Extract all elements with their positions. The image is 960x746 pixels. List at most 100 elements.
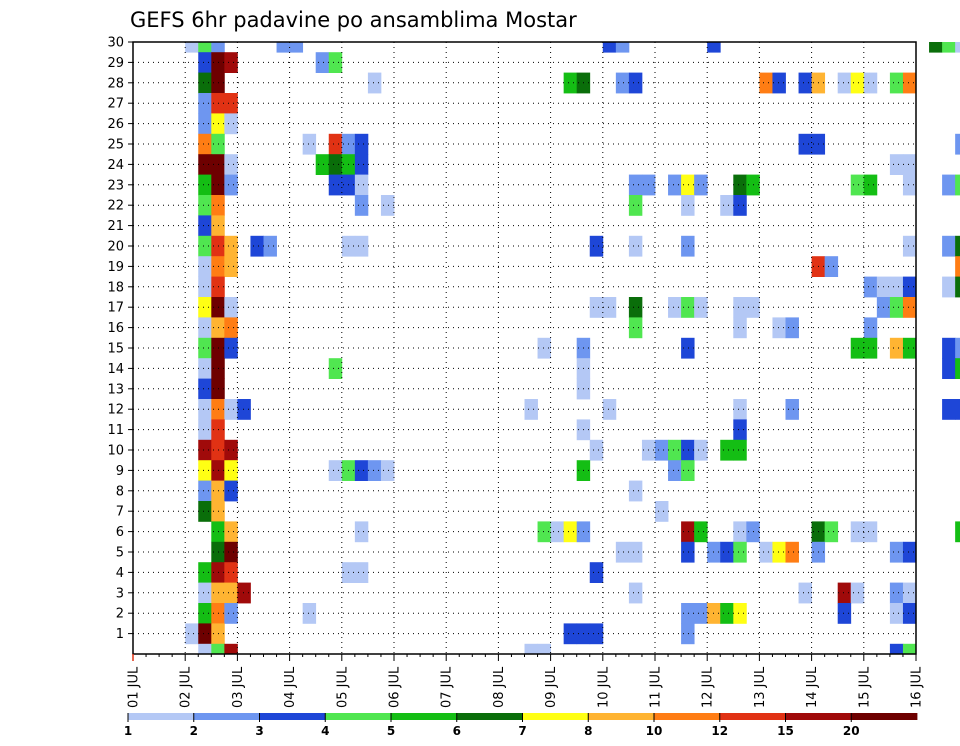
legend-swatch [654, 713, 721, 720]
precip-cell [628, 235, 643, 257]
precip-cell [211, 643, 225, 655]
precip-cell [694, 439, 708, 461]
x-tick-label: 04 JUL [283, 666, 298, 708]
precip-cell [850, 174, 865, 196]
y-tick-label: 17 [107, 301, 124, 316]
x-tick-label: 09 JUL [544, 666, 559, 708]
precip-cell [224, 562, 238, 583]
y-tick-label: 26 [107, 117, 124, 132]
precip-cell [889, 72, 904, 94]
precip-cell [655, 439, 669, 461]
precip-cell [524, 643, 538, 655]
precip-cell [942, 42, 956, 53]
precip-cell [615, 72, 630, 94]
x-tick-label: 14 JUL [805, 666, 820, 708]
precip-cell [354, 195, 369, 216]
precip-cell [211, 42, 225, 53]
precip-cell [694, 521, 708, 543]
legend-label: 1 [124, 724, 132, 738]
precip-cell [224, 521, 238, 543]
precip-cell [224, 235, 238, 257]
precip-cell [224, 399, 238, 420]
precip-cell [955, 337, 960, 359]
precip-cell [955, 256, 960, 277]
precip-cell [198, 643, 212, 655]
precip-cell [550, 521, 565, 543]
precip-cell [902, 582, 917, 604]
precip-cell [602, 42, 617, 53]
y-tick-label: 6 [116, 525, 124, 540]
precip-cell [902, 174, 917, 196]
precip-cell [198, 603, 212, 624]
precip-cell [772, 541, 786, 563]
precip-cell [198, 358, 212, 379]
precip-cell [198, 174, 212, 196]
precip-cell [772, 72, 786, 94]
precip-cell [733, 195, 747, 216]
precip-cell [863, 521, 878, 543]
precip-cell [276, 42, 290, 53]
precip-cell [224, 541, 238, 563]
precip-cell [668, 174, 682, 196]
legend-label: 5 [387, 724, 395, 738]
precip-cell [289, 42, 304, 53]
x-tick-label: 02 JUL [179, 666, 194, 708]
precip-cell [955, 521, 960, 543]
precip-cell [224, 480, 238, 502]
precip-cell [602, 297, 617, 318]
precip-cell [628, 72, 643, 94]
precip-cell [628, 317, 643, 339]
precip-cell [328, 133, 343, 155]
y-tick-label: 2 [116, 607, 124, 622]
legend-swatch [391, 713, 458, 720]
y-tick-label: 23 [107, 178, 124, 193]
precip-cell [224, 256, 238, 277]
precip-cell [198, 378, 212, 400]
legend-swatch [719, 713, 786, 720]
precip-cell [224, 154, 238, 175]
precip-cell [889, 643, 904, 655]
precip-cell [707, 42, 721, 53]
y-tick-label: 18 [107, 280, 124, 295]
x-tick-label: 12 JUL [701, 666, 716, 708]
precip-cell [224, 174, 238, 196]
precip-cell [955, 358, 960, 379]
precip-cell [889, 297, 904, 318]
y-tick-label: 9 [116, 464, 124, 479]
precip-cell [655, 501, 669, 522]
legend-swatch [456, 713, 523, 720]
precip-cell [628, 174, 643, 196]
x-tick-label: 11 JUL [649, 666, 664, 708]
precip-cell [328, 174, 343, 196]
y-tick-label: 10 [107, 444, 124, 459]
precip-cell [237, 582, 251, 604]
legend-swatch [851, 713, 918, 720]
legend-label: 4 [321, 724, 329, 738]
precip-cell [902, 541, 917, 563]
precip-cell [380, 195, 395, 216]
precip-cell [224, 52, 238, 73]
x-tick-label: 13 JUL [753, 666, 768, 708]
y-tick-label: 30 [107, 36, 124, 51]
precip-cell [198, 399, 212, 420]
precip-cell [224, 460, 238, 481]
precip-cell [198, 133, 212, 155]
precip-cell [628, 297, 643, 318]
precip-cell [720, 439, 734, 461]
precip-cell [850, 72, 865, 94]
precip-cell [354, 562, 369, 583]
precip-cell [302, 133, 317, 155]
precip-cell [798, 72, 812, 94]
precip-cell [902, 603, 917, 624]
precip-cell [380, 460, 395, 481]
precip-cell [198, 317, 212, 339]
precip-cell [733, 317, 747, 339]
precip-cell [824, 256, 839, 277]
precip-cell [198, 154, 212, 175]
precip-cell [589, 439, 604, 461]
precip-cell [354, 460, 369, 481]
precip-cell [863, 317, 878, 339]
precip-cell [615, 42, 630, 53]
precip-cell [733, 521, 747, 543]
y-tick-label: 14 [107, 362, 124, 377]
